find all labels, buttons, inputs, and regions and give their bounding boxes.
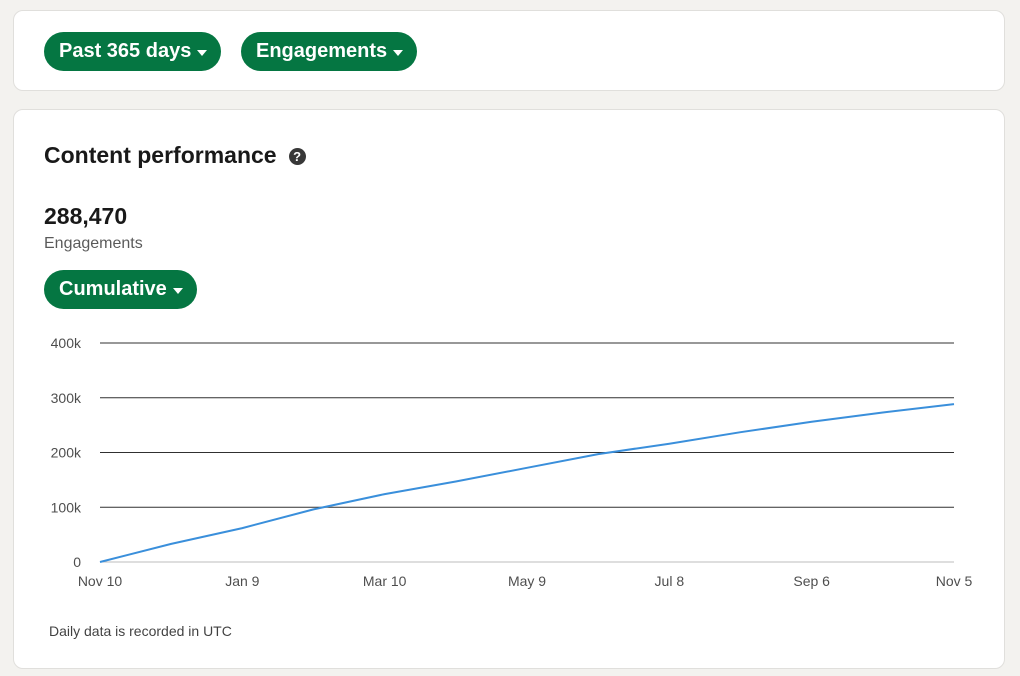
x-tick-label: May 9 [508, 573, 546, 589]
engagements-series-line [99, 403, 955, 563]
caret-down-icon [393, 49, 404, 56]
cumulative-dropdown[interactable]: Cumulative [44, 270, 197, 309]
content-performance-card: 0 100k 200k 300k 400k Nov 10 Jan 9 Mar 10 May 9 J… [13, 109, 1005, 669]
y-tick-label: 0 [73, 554, 81, 570]
card-header: Content performance ? [44, 142, 306, 169]
total-engagements-label: Engagements [44, 235, 143, 252]
date-range-dropdown[interactable]: Past 365 days [44, 32, 222, 71]
caret-down-icon [172, 287, 183, 294]
y-tick-label: 300k [51, 390, 82, 406]
y-tick-label: 400k [51, 335, 82, 351]
caret-down-icon [197, 49, 208, 56]
metric-label: Engagements [256, 40, 388, 62]
metric-dropdown[interactable]: Engagements [241, 32, 418, 71]
x-tick-label: Nov 10 [78, 573, 123, 589]
x-tick-label: Jan 9 [225, 573, 259, 589]
y-tick-label: 200k [51, 445, 82, 461]
question-circle-icon[interactable]: ? [288, 147, 306, 165]
total-engagements-value: 288,470 [44, 203, 128, 229]
filter-bar: Past 365 days Engagements [13, 10, 1005, 91]
performance-chart: 0 100k 200k 300k 400k Nov 10 Jan 9 Mar 10 May 9 J… [51, 335, 973, 589]
cumulative-label: Cumulative [59, 278, 167, 300]
x-tick-label: Mar 10 [363, 573, 407, 589]
card-title: Content performance [44, 142, 277, 168]
x-tick-label: Nov 5 [936, 573, 973, 589]
x-tick-label: Sep 6 [793, 573, 830, 589]
date-range-label: Past 365 days [59, 40, 192, 62]
x-tick-label: Jul 8 [655, 573, 685, 589]
utc-footnote: Daily data is recorded in UTC [49, 623, 232, 639]
y-tick-label: 100k [51, 499, 82, 515]
